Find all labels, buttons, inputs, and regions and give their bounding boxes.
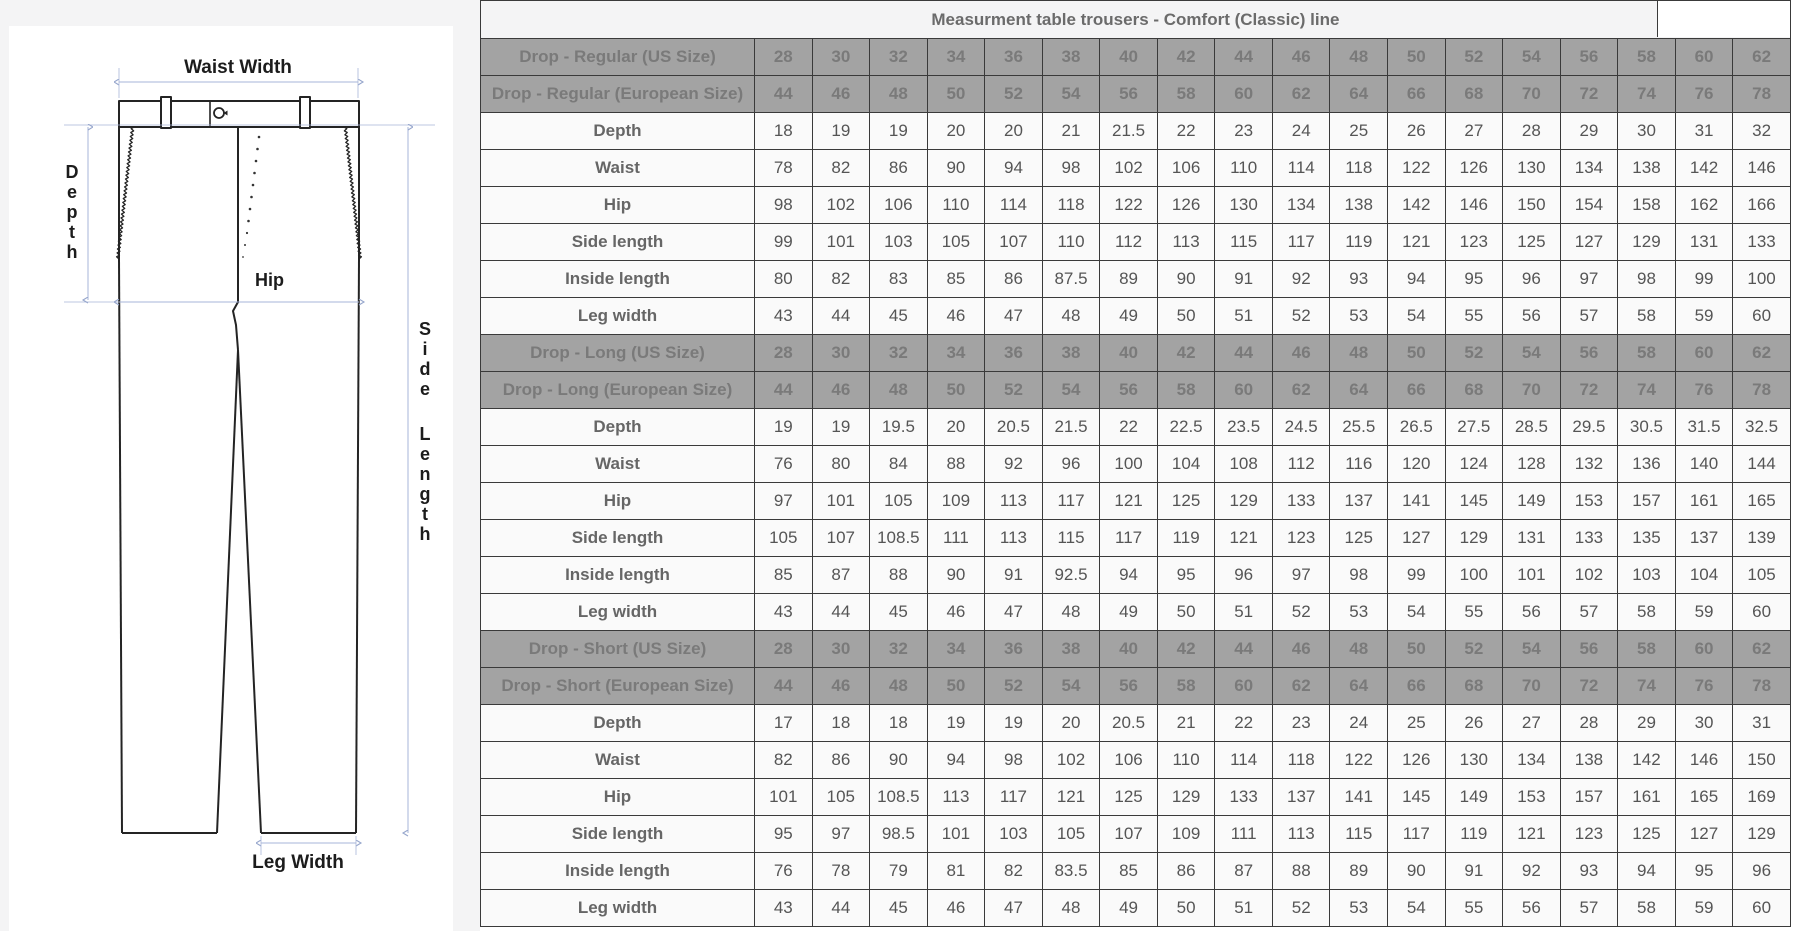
svg-text:Hip: Hip	[255, 270, 284, 290]
svg-text:p: p	[67, 202, 78, 222]
svg-text:L: L	[420, 424, 431, 444]
svg-text:Waist Width: Waist Width	[184, 57, 292, 78]
svg-text:t: t	[422, 504, 428, 524]
svg-text:i: i	[422, 339, 427, 359]
svg-text:h: h	[67, 242, 78, 262]
svg-text:d: d	[420, 359, 431, 379]
svg-text:e: e	[67, 182, 77, 202]
svg-text:D: D	[66, 162, 79, 182]
svg-text:e: e	[420, 379, 430, 399]
svg-text:S: S	[419, 319, 431, 339]
svg-text:t: t	[69, 222, 75, 242]
svg-text:g: g	[420, 484, 431, 504]
svg-text:h: h	[420, 524, 431, 544]
svg-text:n: n	[420, 464, 431, 484]
svg-text:Leg Width: Leg Width	[252, 852, 344, 873]
svg-text:e: e	[420, 444, 430, 464]
